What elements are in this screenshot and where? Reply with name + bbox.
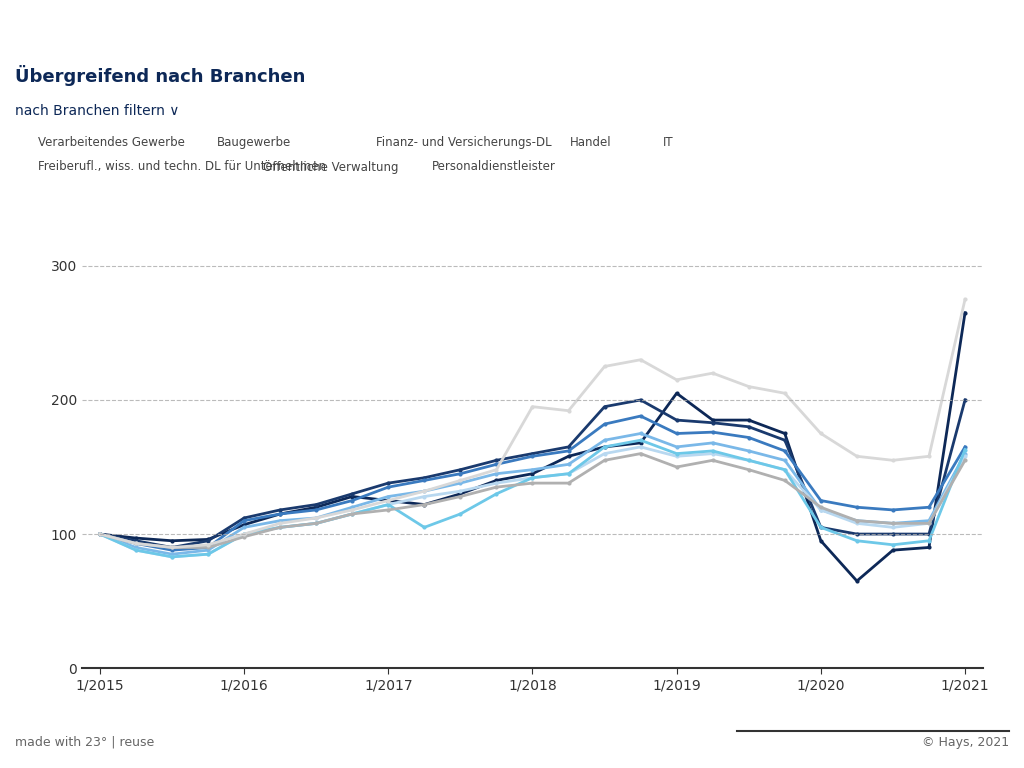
Text: Verarbeitendes Gewerbe: Verarbeitendes Gewerbe <box>38 136 184 148</box>
Text: IT: IT <box>663 136 673 148</box>
Text: Finanz- und Versicherungs-DL: Finanz- und Versicherungs-DL <box>376 136 552 148</box>
Text: © Hays, 2021: © Hays, 2021 <box>922 736 1009 749</box>
Text: Personaldienstleister: Personaldienstleister <box>432 161 556 173</box>
Text: nach Branchen filtern ∨: nach Branchen filtern ∨ <box>15 104 180 118</box>
Text: Freiberufl., wiss. und techn. DL für Unternehmen: Freiberufl., wiss. und techn. DL für Unt… <box>38 161 326 173</box>
Text: Öffentliche Verwaltung: Öffentliche Verwaltung <box>263 160 398 174</box>
Text: Übergreifend nach Branchen: Übergreifend nach Branchen <box>15 65 306 86</box>
Text: Baugewerbe: Baugewerbe <box>217 136 292 148</box>
Text: made with 23° | reuse: made with 23° | reuse <box>15 736 155 749</box>
Text: HAYS-FACHKRÄFTE-INDEX DEUTSCHLAND: HAYS-FACHKRÄFTE-INDEX DEUTSCHLAND <box>15 17 565 41</box>
Text: Handel: Handel <box>570 136 612 148</box>
